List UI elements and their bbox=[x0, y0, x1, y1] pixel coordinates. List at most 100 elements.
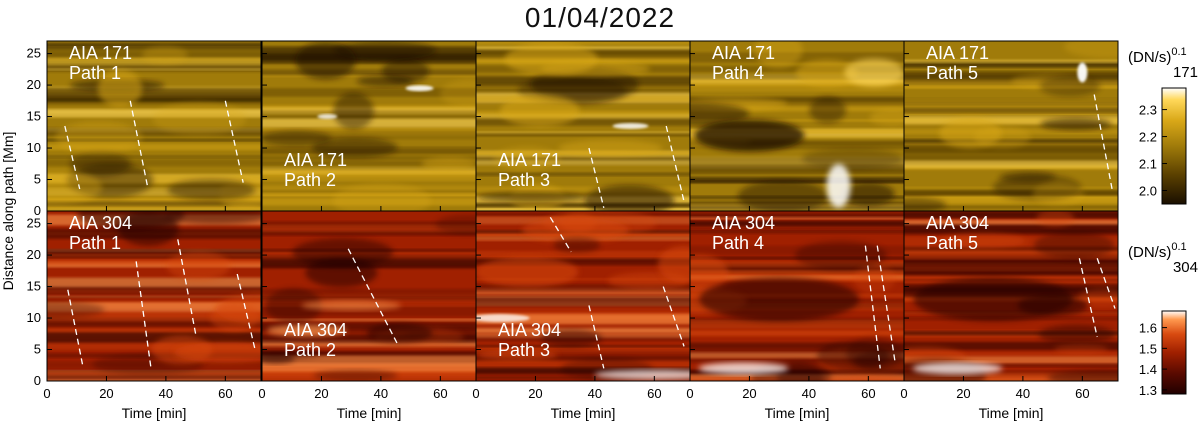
heatmap-texture-band bbox=[262, 351, 476, 356]
panel-label-path: Path 2 bbox=[284, 340, 336, 360]
panel-label-channel: AIA 304 bbox=[284, 320, 347, 340]
heatmap-texture-band bbox=[47, 295, 261, 298]
panel-label-path: Path 2 bbox=[284, 170, 336, 190]
heatmap-texture-band bbox=[904, 80, 1118, 88]
heatmap-texture-blob bbox=[795, 59, 858, 87]
panel-label-channel: AIA 171 bbox=[712, 43, 775, 63]
colorbar-wavelength: 171 bbox=[1173, 64, 1198, 81]
heatmap-texture-blob bbox=[1033, 231, 1115, 259]
heatmap-texture-band bbox=[690, 245, 904, 256]
panel-label-path: Path 5 bbox=[926, 233, 978, 253]
heatmap-texture-band bbox=[904, 62, 1118, 68]
bright-feature bbox=[317, 114, 338, 120]
x-tick-label: 40 bbox=[802, 386, 816, 401]
heatmap-texture-band bbox=[47, 174, 261, 184]
dashed-track-line bbox=[135, 261, 152, 369]
heatmap-texture-blob bbox=[1063, 41, 1118, 59]
heatmap-texture-band bbox=[690, 141, 904, 150]
heatmap-texture-blob bbox=[333, 92, 374, 130]
heatmap-texture-band bbox=[690, 216, 904, 220]
dashed-track-line bbox=[236, 273, 256, 350]
heatmap-texture-blob bbox=[737, 180, 829, 211]
heatmap-texture-band bbox=[47, 311, 261, 322]
heatmap-texture-blob bbox=[939, 117, 1002, 149]
x-tick-label: 60 bbox=[433, 386, 447, 401]
heatmap-texture-blob bbox=[439, 79, 476, 108]
heatmap-texture-blob bbox=[477, 349, 558, 361]
heatmap-texture-band bbox=[47, 87, 261, 97]
panel-label-path: Path 3 bbox=[498, 340, 550, 360]
y-tick-label: 20 bbox=[27, 77, 41, 92]
heatmap-texture-blob bbox=[853, 264, 896, 293]
heatmap-texture-band bbox=[904, 341, 1118, 350]
heatmap-texture-blob bbox=[215, 293, 261, 325]
heatmap-texture-blob bbox=[500, 94, 580, 128]
colorbar-tick-label: 2.3 bbox=[1139, 103, 1157, 118]
heatmap-texture-band bbox=[476, 133, 690, 137]
heatmap-texture-band bbox=[476, 131, 690, 135]
heatmap-texture-blob bbox=[794, 240, 887, 270]
panel-label-path: Path 4 bbox=[712, 63, 764, 83]
heatmap-texture-band bbox=[47, 127, 261, 137]
heatmap-texture-blob bbox=[477, 192, 588, 203]
dashed-track-line bbox=[1093, 94, 1113, 190]
heatmap-texture-band bbox=[690, 230, 904, 235]
heatmap-texture-band bbox=[904, 256, 1118, 266]
bright-feature bbox=[405, 85, 434, 92]
heatmap-texture-blob bbox=[333, 41, 437, 61]
heatmap-texture-band bbox=[47, 302, 261, 312]
heatmap-texture-band bbox=[476, 117, 690, 126]
heatmap-texture-blob bbox=[167, 178, 256, 201]
bright-feature bbox=[594, 369, 690, 380]
heatmap-texture-blob bbox=[164, 211, 261, 225]
dashed-track-line bbox=[64, 125, 81, 190]
heatmap-texture-band bbox=[47, 143, 261, 151]
heatmap-texture-blob bbox=[1047, 369, 1118, 381]
heatmap-texture-band bbox=[262, 343, 476, 348]
heatmap-texture-blob bbox=[1078, 287, 1118, 308]
heatmap-texture-band bbox=[690, 156, 904, 165]
y-tick-label: 10 bbox=[27, 310, 41, 325]
colorbar-tick-label: 1.3 bbox=[1139, 383, 1157, 398]
heatmap-texture-band bbox=[262, 230, 476, 236]
bright-feature bbox=[844, 58, 904, 87]
heatmap-texture-blob bbox=[541, 329, 602, 348]
heatmap-texture-band bbox=[690, 329, 904, 336]
dashed-track-line bbox=[549, 216, 572, 253]
bright-feature bbox=[266, 324, 347, 337]
dashed-track-line bbox=[1078, 258, 1098, 338]
heatmap-image bbox=[476, 211, 690, 381]
heatmap-texture-band bbox=[904, 208, 1118, 211]
colorbar-tick-label: 2.2 bbox=[1139, 130, 1157, 145]
heatmap-texture-blob bbox=[292, 238, 394, 267]
heatmap-texture-band bbox=[476, 159, 690, 166]
heatmap-texture-band bbox=[47, 187, 261, 192]
heatmap-texture-band bbox=[47, 253, 261, 257]
x-tick-label: 0 bbox=[472, 386, 479, 401]
x-axis-label: Time [min] bbox=[765, 405, 830, 421]
bright-feature bbox=[476, 314, 530, 323]
heatmap-texture-band bbox=[690, 84, 904, 92]
heatmap-texture-blob bbox=[141, 46, 188, 65]
dark-feature bbox=[699, 277, 860, 322]
heatmap-texture-band bbox=[262, 130, 476, 140]
heatmap-texture-band bbox=[904, 250, 1118, 260]
heatmap-texture-band bbox=[47, 138, 261, 142]
panel-label-channel: AIA 171 bbox=[284, 150, 347, 170]
heatmap-texture-blob bbox=[845, 337, 903, 371]
dashed-track-line bbox=[67, 289, 84, 366]
heatmap-texture-blob bbox=[776, 361, 832, 381]
y-tick-label: 20 bbox=[27, 247, 41, 262]
heatmap-texture-blob bbox=[166, 251, 231, 281]
colorbar-unit-label: (DN/s)0.1 bbox=[1128, 46, 1187, 66]
heatmap-image bbox=[47, 211, 261, 381]
heatmap-texture-blob bbox=[657, 245, 690, 283]
heatmap-texture-band bbox=[47, 68, 261, 71]
heatmap-texture-blob bbox=[47, 301, 105, 319]
heatmap-texture-band bbox=[47, 159, 261, 167]
heatmap-texture-blob bbox=[356, 75, 413, 87]
heatmap-texture-band bbox=[904, 98, 1118, 102]
